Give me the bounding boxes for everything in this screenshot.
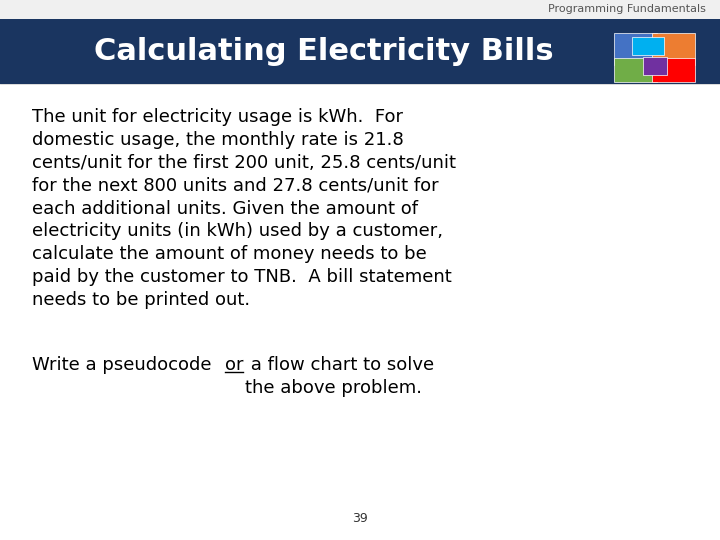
FancyBboxPatch shape	[614, 58, 657, 82]
Text: Calculating Electricity Bills: Calculating Electricity Bills	[94, 37, 554, 66]
FancyBboxPatch shape	[643, 57, 667, 75]
Text: 39: 39	[352, 512, 368, 525]
FancyBboxPatch shape	[0, 0, 720, 19]
FancyBboxPatch shape	[0, 19, 720, 84]
Text: a flow chart to solve
the above problem.: a flow chart to solve the above problem.	[245, 356, 434, 397]
Text: Programming Fundamentals: Programming Fundamentals	[548, 4, 706, 14]
FancyBboxPatch shape	[632, 37, 664, 55]
Text: or: or	[225, 356, 244, 374]
FancyBboxPatch shape	[652, 33, 695, 65]
Text: Write a pseudocode: Write a pseudocode	[32, 356, 217, 374]
Text: The unit for electricity usage is kWh.  For
domestic usage, the monthly rate is : The unit for electricity usage is kWh. F…	[32, 108, 456, 309]
FancyBboxPatch shape	[652, 58, 695, 82]
FancyBboxPatch shape	[614, 33, 657, 65]
